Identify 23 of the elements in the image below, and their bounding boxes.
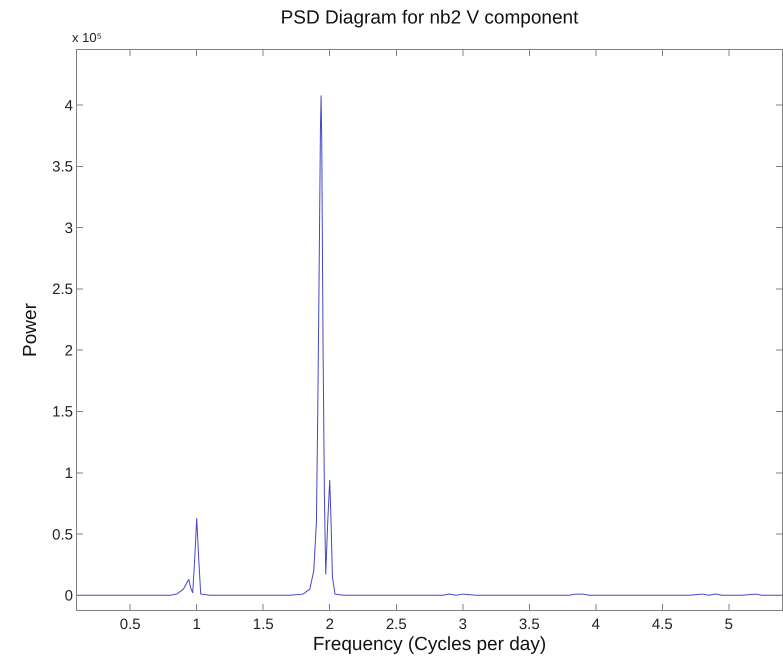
x-tick-label: 3 (458, 616, 467, 633)
y-axis-title: Power (20, 302, 41, 357)
y-tick-label: 3 (64, 220, 73, 237)
y-tick-label: 0 (64, 588, 73, 605)
x-tick-label: 2 (326, 616, 334, 633)
y-tick-label: 2 (64, 342, 73, 360)
x-tick-label: 2.5 (386, 616, 407, 633)
y-tick-label: 3.5 (52, 158, 73, 176)
x-tick-label: 0.5 (120, 616, 141, 633)
chart-title: PSD Diagram for nb2 V component (280, 7, 580, 28)
x-axis-title: Frequency (Cycles per day) (312, 634, 546, 655)
y-tick-label: 1.5 (52, 404, 73, 421)
x-tick-label: 4 (592, 616, 600, 633)
y-tick-label: 1 (64, 465, 73, 482)
x-tick-label: 4.5 (652, 616, 673, 633)
text: x 10⁵ (72, 30, 102, 45)
x-tick-label: 3.5 (518, 616, 540, 633)
x-tick-label: 1.5 (252, 616, 274, 633)
y-tick-label: 4 (64, 97, 73, 114)
y-tick-label: 0.5 (52, 526, 73, 544)
x-tick-label: 5 (724, 616, 733, 633)
y-tick-label: 2.5 (52, 281, 73, 298)
x-tick-label: 1 (192, 616, 201, 633)
